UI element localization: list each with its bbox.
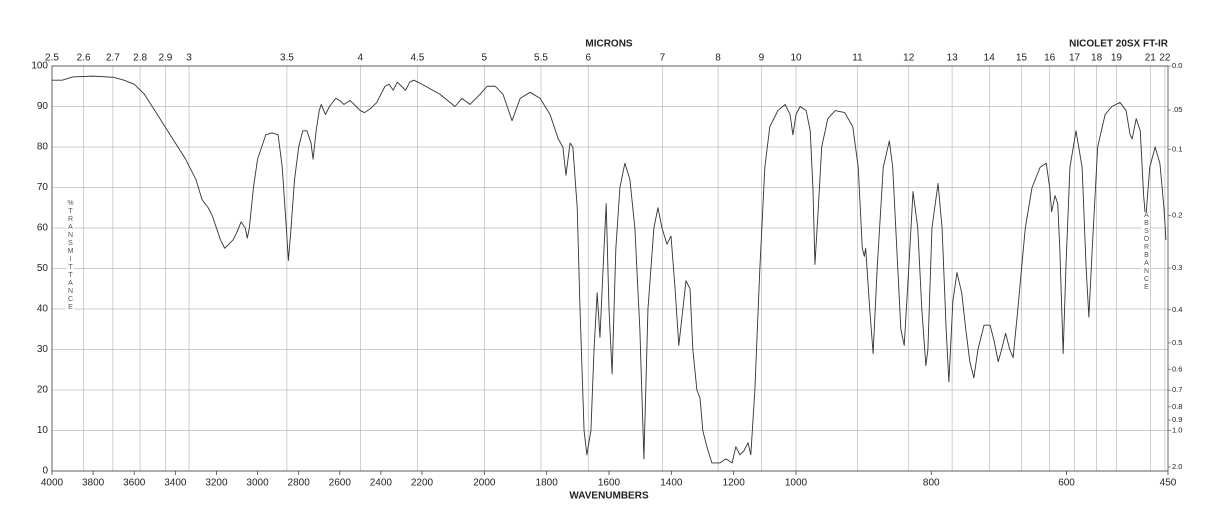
y-tick-label: 70 [37, 182, 49, 193]
x-tick-label: 2200 [411, 478, 434, 489]
x-tick-label: 2600 [329, 478, 352, 489]
x-tick-label: 3600 [123, 478, 146, 489]
y-tick-label: 0 [42, 466, 48, 477]
x2-tick-label: 19 [1111, 53, 1123, 64]
x-tick-label: 2000 [473, 478, 496, 489]
x-tick-label: 1200 [723, 478, 746, 489]
x2-tick-label: 3 [186, 53, 192, 64]
spectrum-line [52, 75, 1167, 464]
x2-tick-label: 2.6 [77, 53, 91, 64]
x2-tick-label: 4 [358, 53, 364, 64]
y-tick-label: 100 [31, 61, 48, 72]
y2-tick-label: 0.2 [1172, 210, 1182, 219]
y-tick-label: 60 [37, 223, 49, 234]
x-tick-label: 1800 [536, 478, 559, 489]
x-tick-label: 3200 [205, 478, 228, 489]
y-axis-title: %TRANSMITTANCE [66, 200, 74, 312]
y2-tick-label: 0.3 [1172, 263, 1182, 272]
x-axis-title: WAVENUMBERS [569, 491, 649, 502]
y-tick-label: 20 [37, 385, 49, 396]
x2-tick-label: 22 [1159, 53, 1171, 64]
y2-tick-label: 0.4 [1172, 305, 1182, 314]
x2-tick-label: 6 [585, 53, 591, 64]
y2-tick-label: 0.9 [1172, 415, 1182, 424]
y2-tick-label: 0.5 [1172, 338, 1182, 347]
x2-tick-label: 10 [790, 53, 802, 64]
x2-tick-label: 21 [1145, 53, 1157, 64]
x-tick-label: 600 [1058, 478, 1075, 489]
instrument-label: NICOLET 20SX FT-IR [1069, 39, 1169, 50]
y2-tick-label: 0.7 [1172, 385, 1182, 394]
x2-tick-label: 18 [1091, 53, 1103, 64]
x2-tick-label: 2.8 [133, 53, 147, 64]
plot-frame [51, 65, 1169, 472]
y-tick-label: 30 [37, 344, 49, 355]
x2-tick-label: 9 [759, 53, 765, 64]
y2-tick-label: 1.0 [1172, 425, 1182, 434]
x-tick-label: 3400 [164, 478, 187, 489]
y-tick-label: 40 [37, 304, 49, 315]
x-tick-label: 4000 [41, 478, 64, 489]
x2-tick-label: 15 [1016, 53, 1028, 64]
x2-tick-label: 4.5 [410, 53, 424, 64]
x-tick-label: 800 [923, 478, 940, 489]
x2-tick-label: 2.9 [158, 53, 172, 64]
y2-tick-label: 0.0 [1172, 61, 1182, 70]
x-tick-label: 1600 [598, 478, 621, 489]
top-axis-title: MICRONS [585, 39, 633, 50]
y2-tick-label: 0.1 [1172, 144, 1182, 153]
x2-tick-label: 16 [1044, 53, 1056, 64]
x-tick-label: 2400 [370, 478, 393, 489]
y2-tick-label: 0.8 [1172, 402, 1182, 411]
x2-tick-label: 13 [947, 53, 959, 64]
x2-tick-label: 14 [984, 53, 996, 64]
x-tick-label: 1400 [660, 478, 683, 489]
x2-tick-label: 17 [1069, 53, 1081, 64]
y-tick-label: 90 [37, 101, 49, 112]
x2-tick-label: 3.5 [280, 53, 294, 64]
x2-tick-label: 11 [852, 53, 863, 64]
x2-tick-label: 2.5 [45, 53, 59, 64]
x2-tick-label: 5 [482, 53, 488, 64]
y2-tick-label: .05 [1172, 105, 1182, 114]
x-tick-label: 3000 [246, 478, 269, 489]
x2-tick-label: 5.5 [534, 53, 548, 64]
x-tick-label: 1000 [785, 478, 808, 489]
x2-tick-label: 7 [660, 53, 666, 64]
y2-axis-title: ABSORBANCE [1142, 212, 1150, 292]
x2-tick-label: 12 [903, 53, 915, 64]
y2-tick-label: 2.0 [1172, 462, 1182, 471]
x2-tick-label: 8 [715, 53, 721, 64]
y2-tick-label: 0.6 [1172, 364, 1182, 373]
x-tick-label: 3800 [82, 478, 105, 489]
y-tick-label: 80 [37, 142, 49, 153]
x2-tick-label: 2.7 [106, 53, 120, 64]
y-tick-label: 50 [37, 263, 49, 274]
x-tick-label: 450 [1160, 478, 1177, 489]
x-tick-label: 2800 [288, 478, 311, 489]
y-tick-label: 10 [37, 425, 49, 436]
